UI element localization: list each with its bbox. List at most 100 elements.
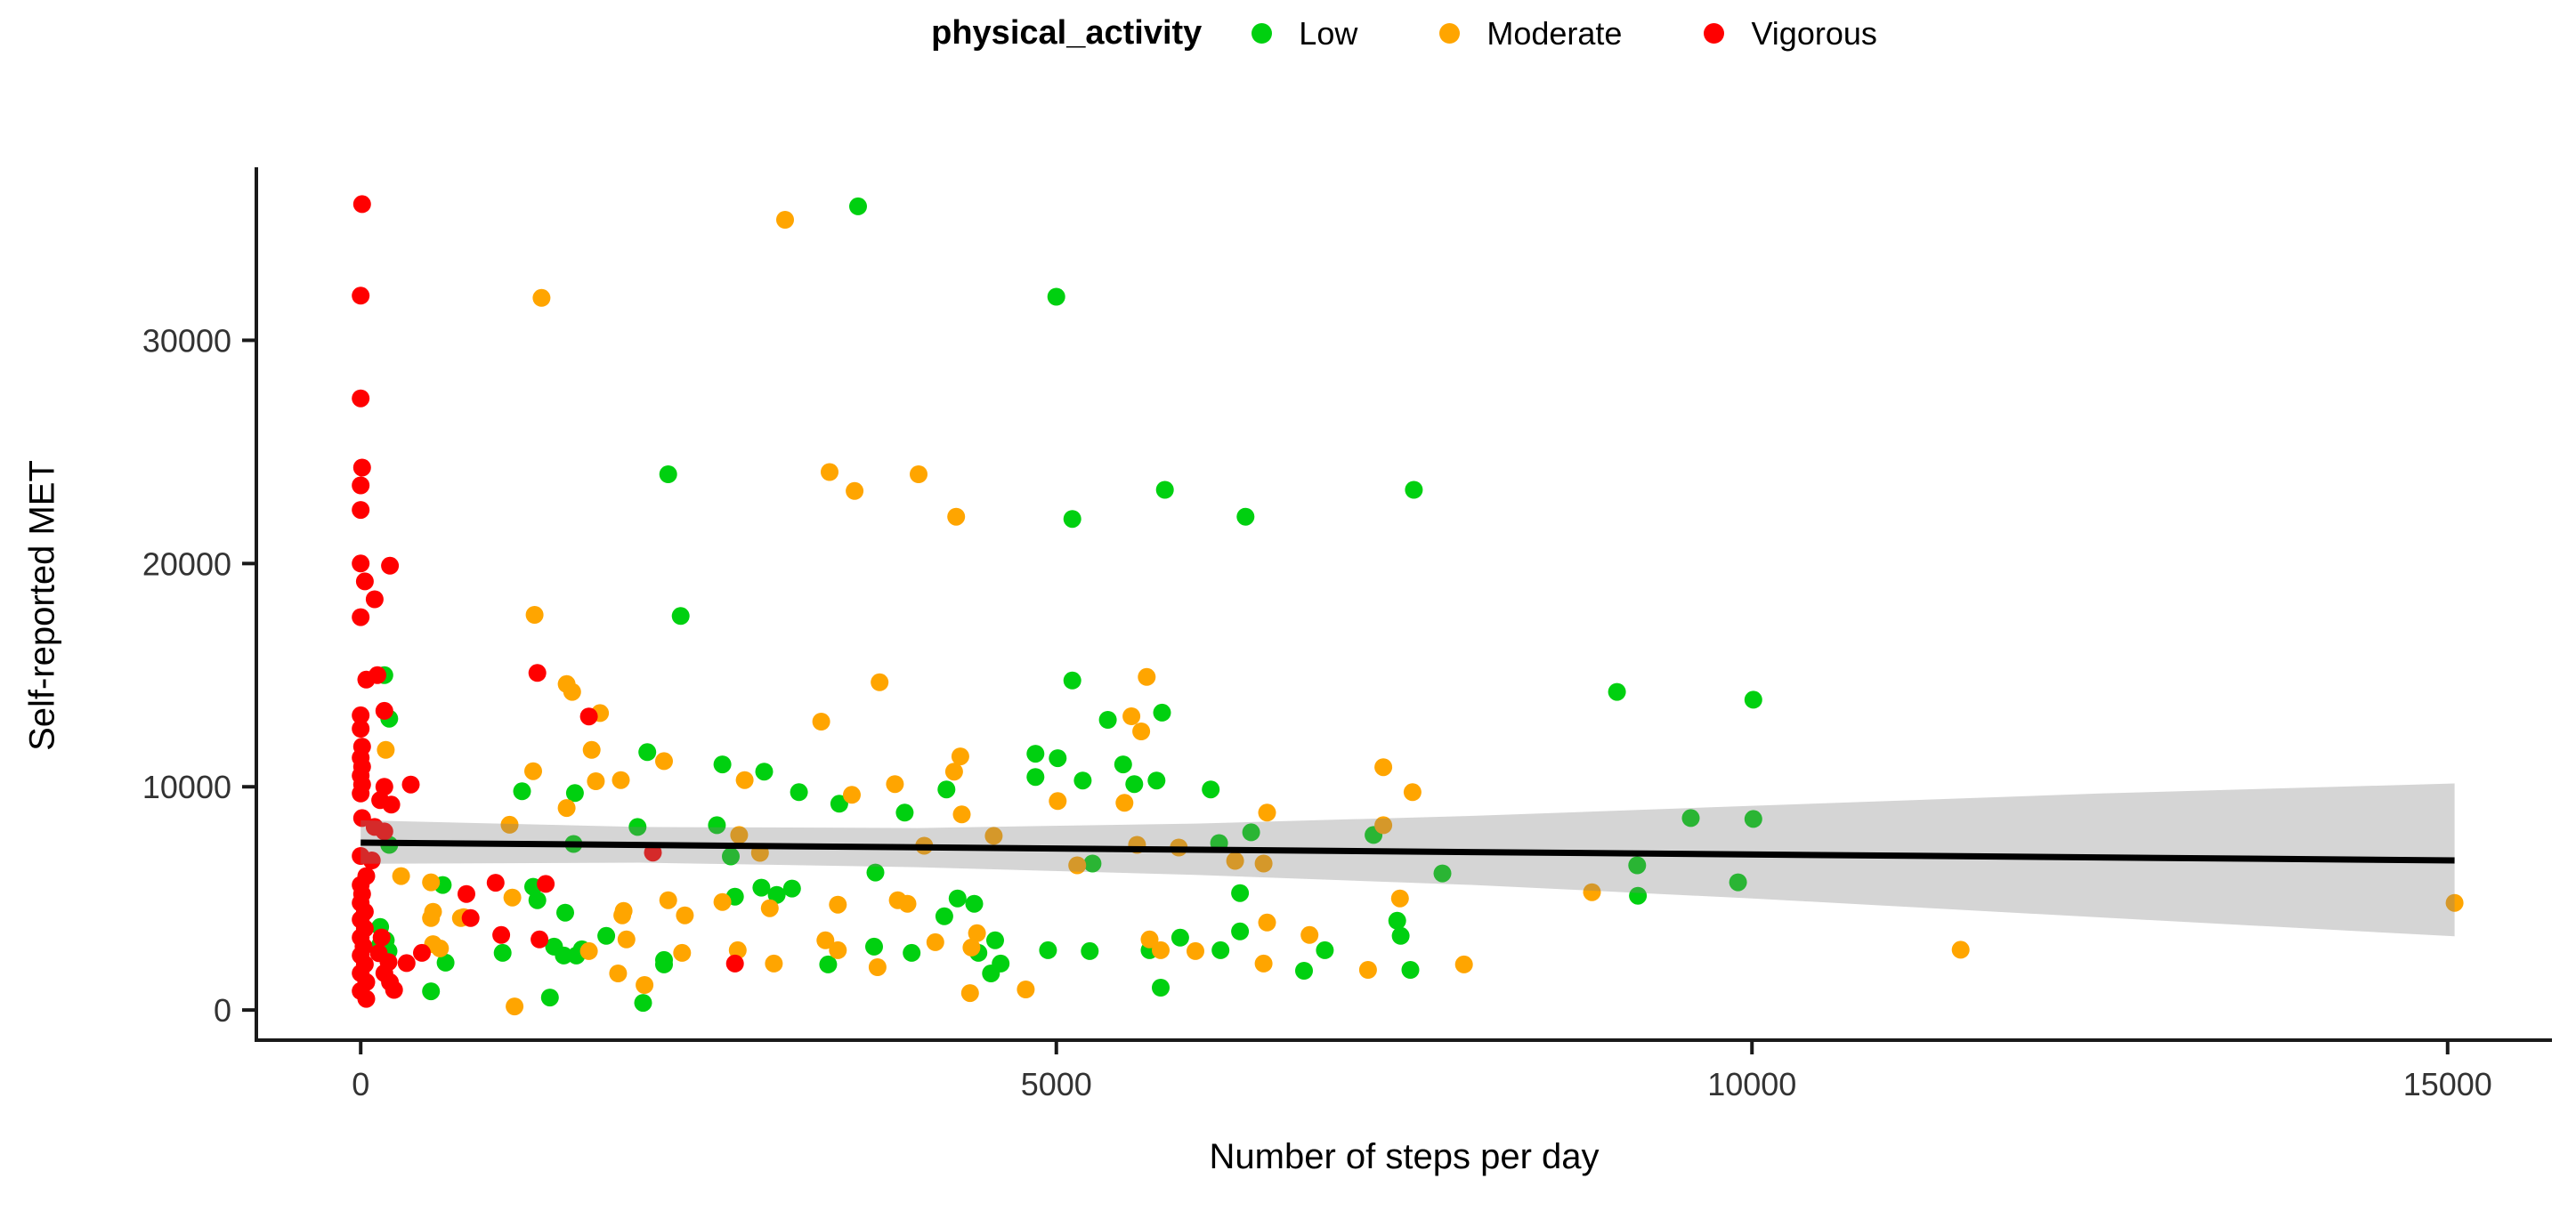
data-point [617,930,636,949]
data-point [492,925,511,944]
data-point [819,955,838,973]
legend-label-low: Low [1299,14,1358,52]
data-point [392,867,410,885]
data-point [1049,749,1067,768]
data-point [397,954,416,973]
data-point [898,894,917,913]
data-point [357,989,376,1008]
data-point [612,771,630,789]
data-point [579,941,598,960]
data-point [765,954,783,973]
data-point [1258,803,1276,822]
data-point [352,458,371,477]
data-point [613,906,632,924]
data-point [676,906,694,924]
data-point [634,994,652,1013]
data-point [1390,889,1409,908]
data-point [528,664,547,682]
low-dot-icon [1252,23,1273,44]
data-point [532,288,551,307]
data-point [760,899,779,917]
data-point [1039,941,1057,959]
data-point [735,771,754,789]
data-point [436,953,455,972]
data-point [579,707,598,726]
y-tick-label: 30000 [142,322,231,359]
data-point [755,763,774,781]
data-point [431,939,450,957]
data-point [846,481,864,500]
data-point [1405,480,1423,499]
data-point [1583,883,1601,901]
data-point [506,997,524,1016]
data-point [531,930,549,949]
data-point [655,752,673,771]
data-point [556,903,574,922]
data-point [540,989,559,1007]
data-point [776,211,794,229]
legend: physical_activity Low Moderate Vigorous [256,14,2552,52]
data-point [382,795,401,814]
data-point [1951,941,1970,959]
data-point [628,818,647,836]
data-point [587,772,605,790]
data-point [1081,941,1099,960]
data-point [1374,758,1393,777]
data-point [1729,873,1747,892]
data-point [937,780,956,799]
y-axis-title: Self-reported MET [22,460,62,751]
data-point [2445,893,2464,912]
data-point [352,608,370,626]
data-point [401,775,420,794]
confidence-band [360,783,2455,937]
data-point [1744,690,1762,709]
data-point [866,863,885,882]
data-point [947,507,966,526]
data-point [486,874,505,892]
legend-label-vigorous: Vigorous [1751,14,1877,52]
x-tick-label: 10000 [1707,1066,1796,1102]
data-point [1017,981,1035,998]
data-point [500,815,519,834]
data-point [422,908,441,927]
data-point [413,943,431,962]
y-tick-label: 20000 [142,545,231,582]
data-point [1171,928,1189,947]
data-point [812,713,830,731]
data-point [962,938,981,957]
data-point [375,701,393,720]
data-point [673,943,692,962]
data-point [352,501,370,520]
data-point [1231,922,1250,941]
data-point [1125,775,1144,794]
legend-item-moderate: Moderate [1439,15,1622,52]
data-point [1681,809,1700,828]
data-point [1049,792,1067,811]
data-point [659,891,677,909]
data-point [352,784,370,803]
data-point [493,943,512,962]
data-point [1140,930,1159,949]
data-point [1152,979,1170,997]
data-point [1316,941,1334,959]
data-point [375,822,393,841]
data-point [636,976,654,994]
data-point [537,875,555,893]
data-point [1300,925,1319,944]
data-point [557,799,576,818]
data-point [375,778,393,796]
data-point [1122,707,1141,725]
data-point [513,782,531,801]
data-point [1063,671,1081,690]
data-point [372,928,391,947]
data-point [1629,886,1648,905]
data-point [381,556,400,575]
data-point [1155,480,1174,499]
data-point [582,740,601,759]
data-point [1236,507,1255,526]
data-point [352,287,370,305]
data-point [1258,913,1276,932]
data-point [849,197,867,215]
data-point [752,878,771,897]
